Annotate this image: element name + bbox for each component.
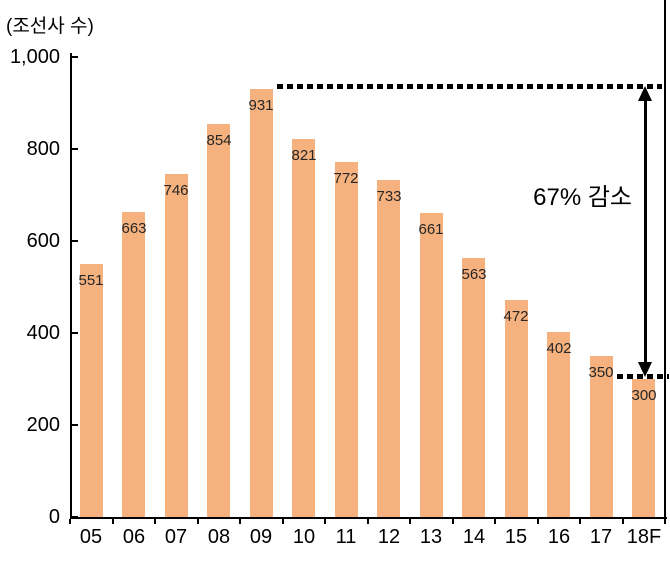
x-axis-tick-label: 12 bbox=[377, 526, 401, 548]
bar-value-label: 931 bbox=[248, 97, 274, 114]
x-axis-tick bbox=[154, 519, 156, 524]
bar-value-label: 551 bbox=[78, 272, 104, 289]
decrease-arrow-shaft bbox=[644, 100, 647, 365]
bar bbox=[377, 180, 400, 517]
y-axis-tick bbox=[72, 240, 78, 242]
x-axis-tick-label: 16 bbox=[547, 526, 571, 548]
y-axis-tick-label: 400 bbox=[26, 322, 60, 344]
bar-value-label: 661 bbox=[418, 221, 444, 238]
x-axis-tick bbox=[452, 519, 454, 524]
plot-right-border-line bbox=[664, 0, 666, 519]
x-axis-tick bbox=[282, 519, 284, 524]
x-axis-line bbox=[70, 517, 667, 519]
peak-reference-dotted-line bbox=[277, 84, 662, 89]
y-axis-tick-label: 600 bbox=[26, 230, 60, 252]
bar-value-label: 733 bbox=[376, 188, 402, 205]
x-axis-tick-label: 09 bbox=[249, 526, 273, 548]
bar-value-label: 772 bbox=[333, 170, 359, 187]
bar bbox=[207, 124, 230, 517]
x-axis-tick bbox=[367, 519, 369, 524]
x-axis-tick-label: 06 bbox=[122, 526, 146, 548]
y-axis-tick-label: 1,000 bbox=[9, 46, 60, 68]
x-axis-tick-label: 18F bbox=[626, 526, 662, 548]
x-axis-tick bbox=[579, 519, 581, 524]
y-axis-line bbox=[70, 53, 72, 519]
x-axis-tick bbox=[622, 519, 624, 524]
x-axis-tick bbox=[537, 519, 539, 524]
y-axis-tick bbox=[72, 148, 78, 150]
y-axis-tick bbox=[72, 424, 78, 426]
bar-value-label: 402 bbox=[546, 340, 572, 357]
x-axis-tick bbox=[494, 519, 496, 524]
y-axis-tick-label: 800 bbox=[26, 138, 60, 160]
bar-value-label: 821 bbox=[291, 147, 317, 164]
bar bbox=[590, 356, 613, 517]
bar-value-label: 472 bbox=[503, 308, 529, 325]
x-axis-tick bbox=[69, 519, 71, 524]
x-axis-tick-label: 13 bbox=[419, 526, 443, 548]
y-axis-tick-label: 200 bbox=[26, 414, 60, 436]
x-axis-tick bbox=[197, 519, 199, 524]
x-axis-tick bbox=[664, 519, 666, 524]
bar bbox=[505, 300, 528, 517]
y-axis-tick bbox=[72, 516, 78, 518]
bar bbox=[632, 379, 655, 517]
x-axis-tick-label: 10 bbox=[292, 526, 316, 548]
bar bbox=[292, 139, 315, 517]
bar bbox=[250, 89, 273, 517]
x-axis-tick-label: 11 bbox=[335, 526, 357, 548]
bar bbox=[122, 212, 145, 517]
x-axis-tick-label: 08 bbox=[207, 526, 231, 548]
bar-value-label: 350 bbox=[588, 364, 614, 381]
bar bbox=[462, 258, 485, 517]
decrease-annotation-label: 67% 감소 bbox=[533, 184, 632, 211]
x-axis-tick bbox=[409, 519, 411, 524]
x-axis-tick bbox=[239, 519, 241, 524]
y-axis-unit-label: (조선사 수) bbox=[6, 16, 94, 37]
bar-value-label: 563 bbox=[461, 266, 487, 283]
bar bbox=[335, 162, 358, 517]
x-axis-tick-label: 17 bbox=[589, 526, 613, 548]
x-axis-tick-label: 05 bbox=[79, 526, 103, 548]
bar bbox=[547, 332, 570, 517]
bar-value-label: 663 bbox=[121, 220, 147, 237]
bar-value-label: 746 bbox=[163, 182, 189, 199]
x-axis-tick-label: 07 bbox=[164, 526, 188, 548]
bar bbox=[80, 264, 103, 517]
x-axis-tick bbox=[324, 519, 326, 524]
y-axis-tick bbox=[72, 332, 78, 334]
x-axis-tick bbox=[112, 519, 114, 524]
y-axis-tick bbox=[72, 56, 78, 58]
decrease-arrow-down-head-icon bbox=[638, 362, 652, 377]
x-axis-tick-label: 14 bbox=[462, 526, 486, 548]
decrease-arrow-up-head-icon bbox=[638, 86, 652, 101]
bar bbox=[165, 174, 188, 517]
x-axis-tick-label: 15 bbox=[504, 526, 528, 548]
bar bbox=[420, 213, 443, 517]
bar-value-label: 854 bbox=[206, 132, 232, 149]
y-axis-tick-label: 0 bbox=[48, 506, 60, 528]
bar-value-label: 300 bbox=[631, 387, 657, 404]
